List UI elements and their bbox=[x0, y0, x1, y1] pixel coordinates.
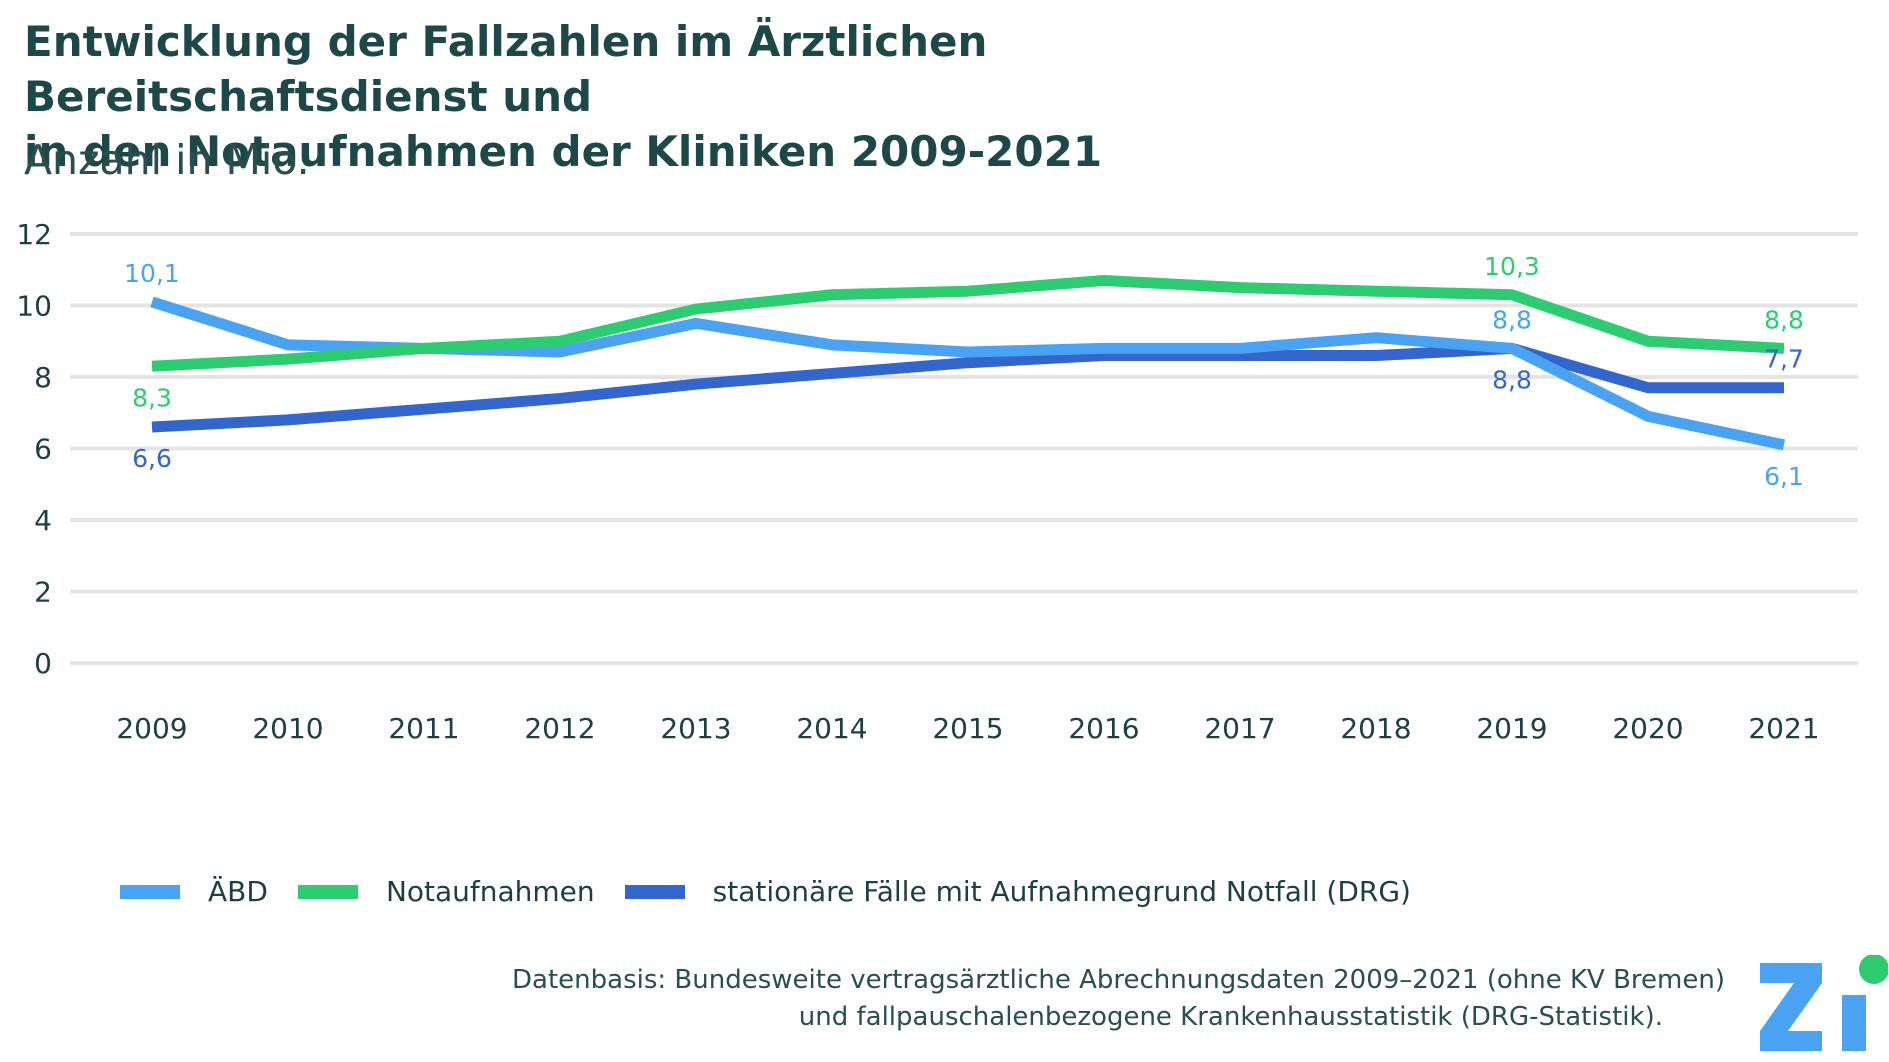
x-tick-label-2013: 2013 bbox=[660, 712, 731, 745]
chart-title-line-2: in den Notaufnahmen der Kliniken 2009-20… bbox=[24, 127, 1103, 176]
logo-z-glyph bbox=[1760, 963, 1822, 1051]
legend-swatch-2 bbox=[624, 884, 685, 899]
legend-swatch-1 bbox=[297, 884, 358, 899]
y-tick-label-2: 2 bbox=[34, 576, 52, 609]
series-lines bbox=[150, 274, 1786, 451]
x-tick-label-2017: 2017 bbox=[1204, 712, 1275, 745]
x-axis-ticks: 2009 2010 2011 2012 2013 2014 2015 2016 2017 2018… bbox=[116, 712, 1819, 745]
data-label-series0-2019: 8,8 bbox=[1492, 305, 1532, 334]
y-axis-ticks: 0 2 4 6 8 10 12 bbox=[16, 218, 52, 680]
source-line-2: und fallpauschalenbezogene Krankenhausst… bbox=[798, 1002, 1663, 1032]
x-tick-label-2020: 2020 bbox=[1612, 712, 1683, 745]
x-tick-label-2011: 2011 bbox=[388, 712, 459, 745]
chart-title: Entwicklung der Fallzahlen im Ärztlichen… bbox=[24, 14, 1424, 179]
x-tick-label-2018: 2018 bbox=[1340, 712, 1411, 745]
data-label-series0-2021: 6,1 bbox=[1764, 462, 1804, 491]
y-tick-label-4: 4 bbox=[34, 504, 52, 537]
data-label-series0-2009: 10,1 bbox=[124, 259, 180, 288]
x-tick-label-2019: 2019 bbox=[1476, 712, 1547, 745]
legend: ÄBD Notaufnahmen stationäre Fälle mit Aufn… bbox=[120, 875, 1441, 908]
chart-title-line-1: Entwicklung der Fallzahlen im Ärztlichen… bbox=[24, 17, 988, 121]
x-tick-label-2009: 2009 bbox=[116, 712, 187, 745]
legend-item-0: ÄBD bbox=[120, 875, 268, 908]
series-line-0 bbox=[150, 296, 1786, 451]
source-line-1: Datenbasis: Bundesweite vertragsärztlich… bbox=[512, 965, 1725, 995]
grid-lines bbox=[70, 232, 1858, 665]
data-label-series1-2019: 10,3 bbox=[1484, 252, 1540, 281]
data-label-series2-2009: 6,6 bbox=[132, 444, 172, 473]
legend-label-2: stationäre Fälle mit Aufnahmegrund Notfa… bbox=[712, 875, 1411, 908]
data-label-series2-2019: 8,8 bbox=[1492, 365, 1532, 394]
legend-item-1: Notaufnahmen bbox=[297, 875, 595, 908]
legend-swatch-0 bbox=[120, 884, 180, 899]
x-tick-label-2014: 2014 bbox=[796, 712, 867, 745]
zi-logo bbox=[1760, 955, 1888, 1051]
y-tick-label-6: 6 bbox=[34, 433, 52, 466]
chart-subtitle: Anzahl in Mio. bbox=[24, 136, 310, 184]
legend-item-2: stationäre Fälle mit Aufnahmegrund Notfa… bbox=[624, 875, 1411, 908]
y-tick-label-0: 0 bbox=[34, 647, 52, 680]
data-label-series1-2009: 8,3 bbox=[132, 383, 172, 412]
y-tick-label-10: 10 bbox=[16, 290, 52, 323]
source-note: Datenbasis: Bundesweite vertragsärztlich… bbox=[512, 962, 1725, 1036]
x-tick-label-2010: 2010 bbox=[252, 712, 323, 745]
legend-label-1: Notaufnahmen bbox=[385, 875, 595, 908]
x-tick-label-2012: 2012 bbox=[524, 712, 595, 745]
y-tick-label-8: 8 bbox=[34, 361, 52, 394]
legend-label-0: ÄBD bbox=[208, 875, 268, 908]
x-tick-label-2021: 2021 bbox=[1748, 712, 1819, 745]
x-tick-label-2015: 2015 bbox=[932, 712, 1003, 745]
data-label-series2-2021: 7,7 bbox=[1764, 345, 1804, 374]
logo-i-stem bbox=[1842, 995, 1866, 1051]
y-tick-label-12: 12 bbox=[16, 218, 52, 251]
data-labels: 10,1 8,8 6,1 8,3 10,3 8,8 6,6 8,8 7,7 bbox=[124, 252, 1804, 491]
series-line-1 bbox=[151, 274, 1785, 372]
logo-i-dot bbox=[1859, 955, 1888, 984]
x-tick-label-2016: 2016 bbox=[1068, 712, 1139, 745]
data-label-series1-2021: 8,8 bbox=[1764, 305, 1804, 334]
